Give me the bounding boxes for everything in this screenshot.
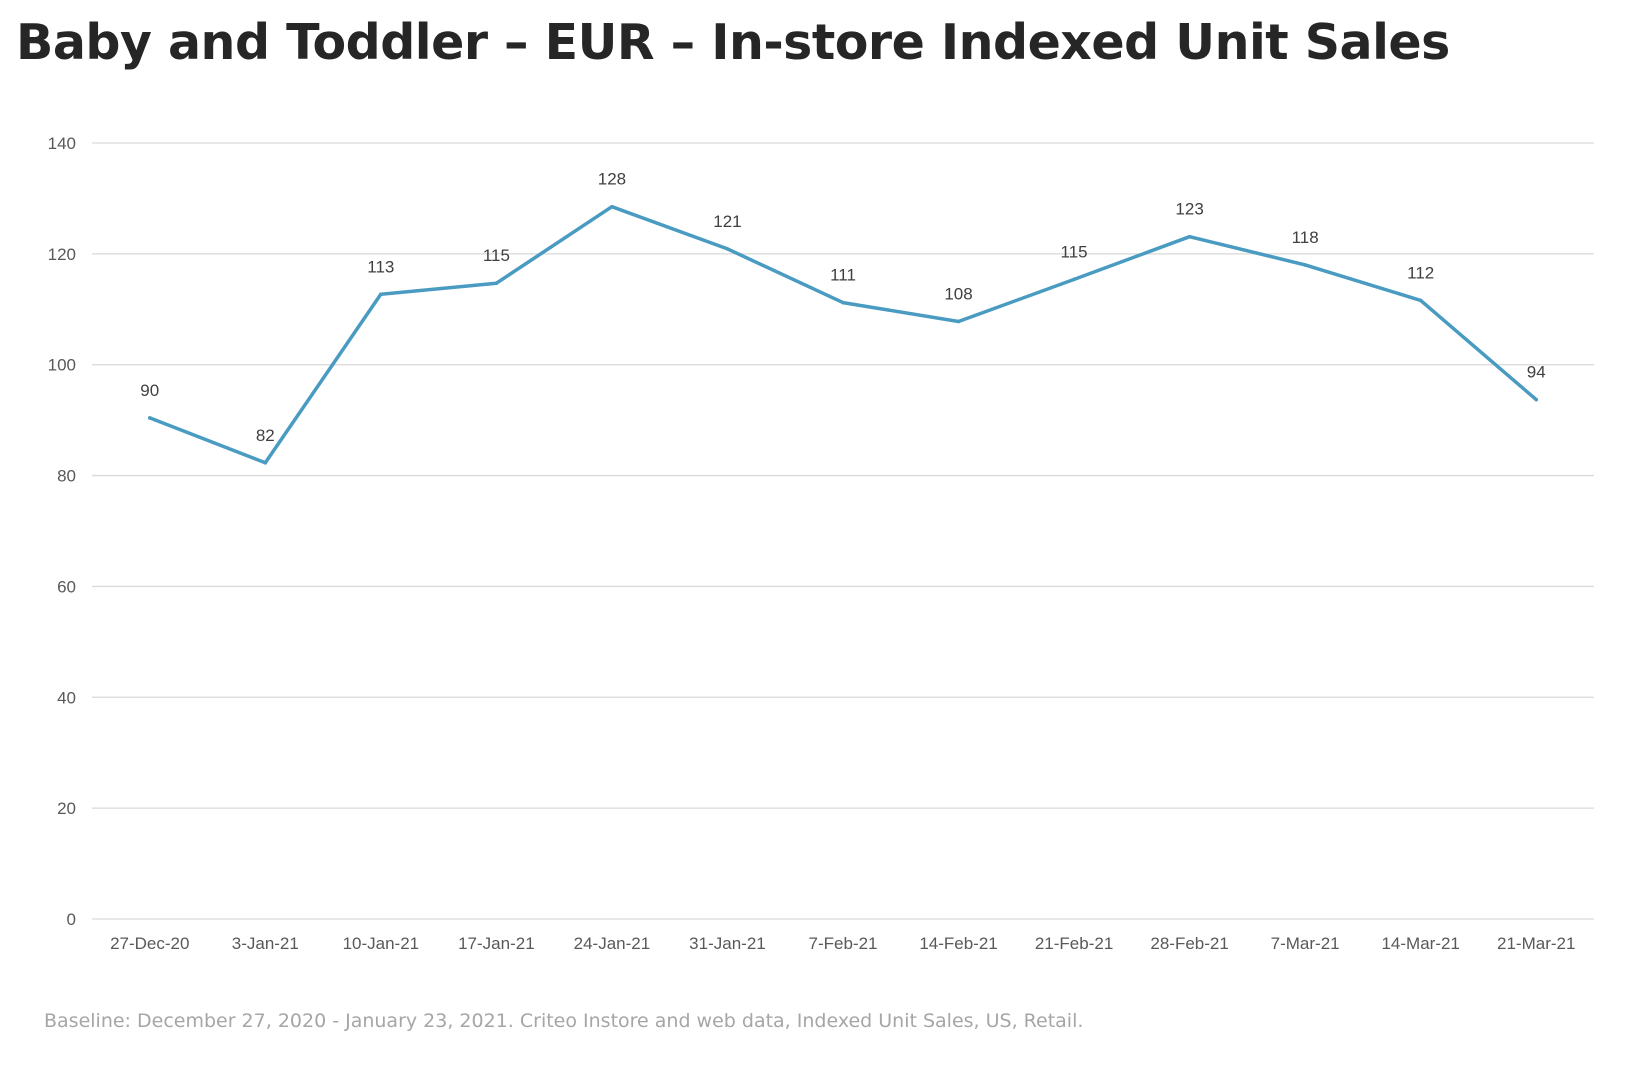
series-line (148, 204, 1538, 465)
x-tick-label: 27-Dec-20 (110, 934, 189, 953)
x-tick-label: 7-Mar-21 (1271, 934, 1340, 953)
x-tick-label: 3-Jan-21 (232, 934, 299, 953)
data-point (956, 319, 961, 324)
chart-title: Baby and Toddler – EUR – In-store Indexe… (16, 14, 1450, 71)
x-tick-label: 14-Feb-21 (919, 934, 997, 953)
data-point (1418, 298, 1423, 303)
y-tick-label: 40 (57, 688, 76, 707)
x-tick-label: 31-Jan-21 (689, 934, 766, 953)
data-point (610, 204, 614, 209)
x-tick-label: 10-Jan-21 (343, 934, 420, 953)
x-tick-label: 7-Feb-21 (809, 934, 878, 953)
data-label: 112 (1407, 263, 1434, 282)
data-label: 123 (1175, 200, 1203, 219)
data-label: 128 (598, 170, 626, 189)
data-point (263, 461, 268, 465)
data-point (1303, 263, 1307, 267)
data-label: 121 (713, 212, 741, 231)
data-point (494, 281, 499, 286)
data-point (725, 247, 730, 251)
y-axis-ticks: 0 20 40 60 80 100 120 140 (48, 134, 76, 929)
y-tick-label: 80 (57, 467, 76, 486)
data-label: 94 (1527, 363, 1546, 382)
data-label: 115 (1061, 242, 1088, 261)
y-tick-label: 100 (48, 356, 76, 375)
gridlines (92, 142, 1594, 920)
series-layer (147, 204, 1539, 465)
footnote: Baseline: December 27, 2020 - January 23… (44, 1010, 1084, 1032)
data-label: 82 (256, 426, 275, 445)
data-label: 108 (944, 284, 972, 303)
data-point (147, 416, 152, 420)
x-tick-label: 14-Mar-21 (1381, 934, 1459, 953)
y-tick-label: 20 (57, 799, 76, 818)
y-tick-label: 60 (57, 577, 76, 596)
x-tick-label: 17-Jan-21 (458, 934, 535, 953)
x-tick-label: 24-Jan-21 (574, 934, 651, 953)
y-tick-label: 0 (67, 910, 76, 929)
data-label: 118 (1292, 228, 1319, 247)
x-axis-ticks: 27-Dec-20 3-Jan-21 10-Jan-21 17-Jan-21 24-Ja… (110, 934, 1575, 953)
data-labels: 90 82 113 115 128 121 111 108 115 123 118 112 94 (140, 170, 1545, 445)
y-tick-label: 140 (48, 134, 76, 153)
data-label: 115 (483, 246, 510, 265)
x-tick-label: 21-Mar-21 (1497, 934, 1575, 953)
data-label: 113 (367, 257, 394, 276)
data-point (1534, 397, 1539, 402)
data-label: 111 (830, 266, 856, 285)
x-tick-label: 21-Feb-21 (1035, 934, 1113, 953)
data-label: 90 (140, 381, 159, 400)
data-point (1187, 234, 1192, 239)
y-tick-label: 120 (48, 245, 76, 264)
x-tick-label: 28-Feb-21 (1150, 934, 1228, 953)
data-point (841, 300, 845, 305)
data-point (1072, 277, 1076, 282)
data-point (379, 292, 383, 297)
